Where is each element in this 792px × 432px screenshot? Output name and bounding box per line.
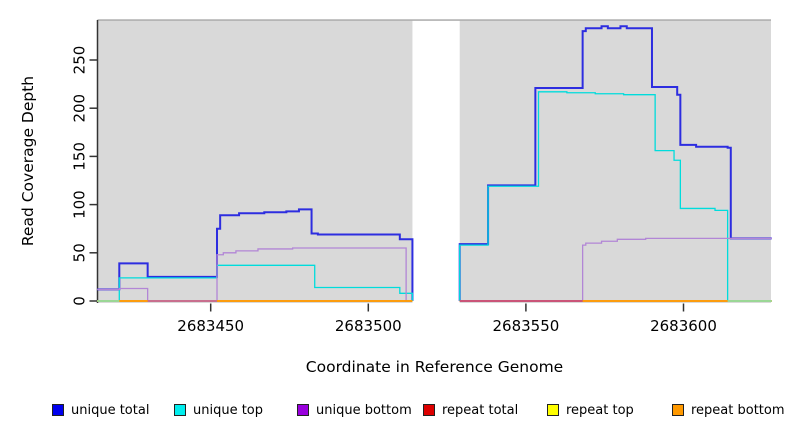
x-axis-label: Coordinate in Reference Genome [305, 358, 564, 376]
unique-bottom-swatch [297, 404, 309, 416]
x-tick-label: 2683600 [650, 317, 717, 335]
y-tick-label: 50 [71, 243, 89, 262]
series-unique-bottom [97, 247, 413, 302]
series-unique-total [97, 208, 414, 301]
y-axis-label: Read Coverage Depth [19, 75, 37, 247]
legend-label: unique bottom [316, 402, 412, 418]
legend-item-repeat-top: repeat top [547, 400, 634, 420]
repeat-top-swatch [547, 404, 559, 416]
legend-label: repeat total [442, 402, 519, 418]
legend: unique total unique top unique bottom repea… [0, 400, 792, 422]
legend-item-unique-top: unique top [174, 400, 263, 420]
x-tick-label: 2683500 [335, 317, 402, 335]
legend-label: repeat top [566, 402, 634, 418]
no-data-gap [412, 20, 460, 304]
y-tick-label: 250 [71, 46, 89, 75]
x-tick-label: 2683450 [177, 317, 244, 335]
repeat-total-swatch [423, 404, 435, 416]
unique-top-swatch [174, 404, 186, 416]
legend-item-repeat-total: repeat total [423, 400, 518, 420]
series-unique-total [458, 25, 772, 301]
x-tick-label: 2683550 [492, 317, 559, 335]
legend-label: unique top [193, 402, 264, 418]
series-unique-top [97, 264, 414, 302]
y-tick-label: 0 [71, 296, 89, 306]
legend-label: repeat bottom [691, 402, 785, 418]
y-tick-label: 150 [71, 142, 89, 171]
unique-total-swatch [52, 404, 64, 416]
legend-item-repeat-bottom: repeat bottom [672, 400, 785, 420]
series-unique-top [459, 91, 772, 302]
legend-item-unique-bottom: unique bottom [297, 400, 412, 420]
legend-item-unique-total: unique total [52, 400, 149, 420]
y-tick-label: 100 [71, 190, 89, 219]
repeat-bottom-swatch [672, 404, 684, 416]
series-unique-bottom [459, 237, 772, 302]
y-tick-label: 200 [71, 94, 89, 123]
legend-label: unique total [71, 402, 150, 418]
